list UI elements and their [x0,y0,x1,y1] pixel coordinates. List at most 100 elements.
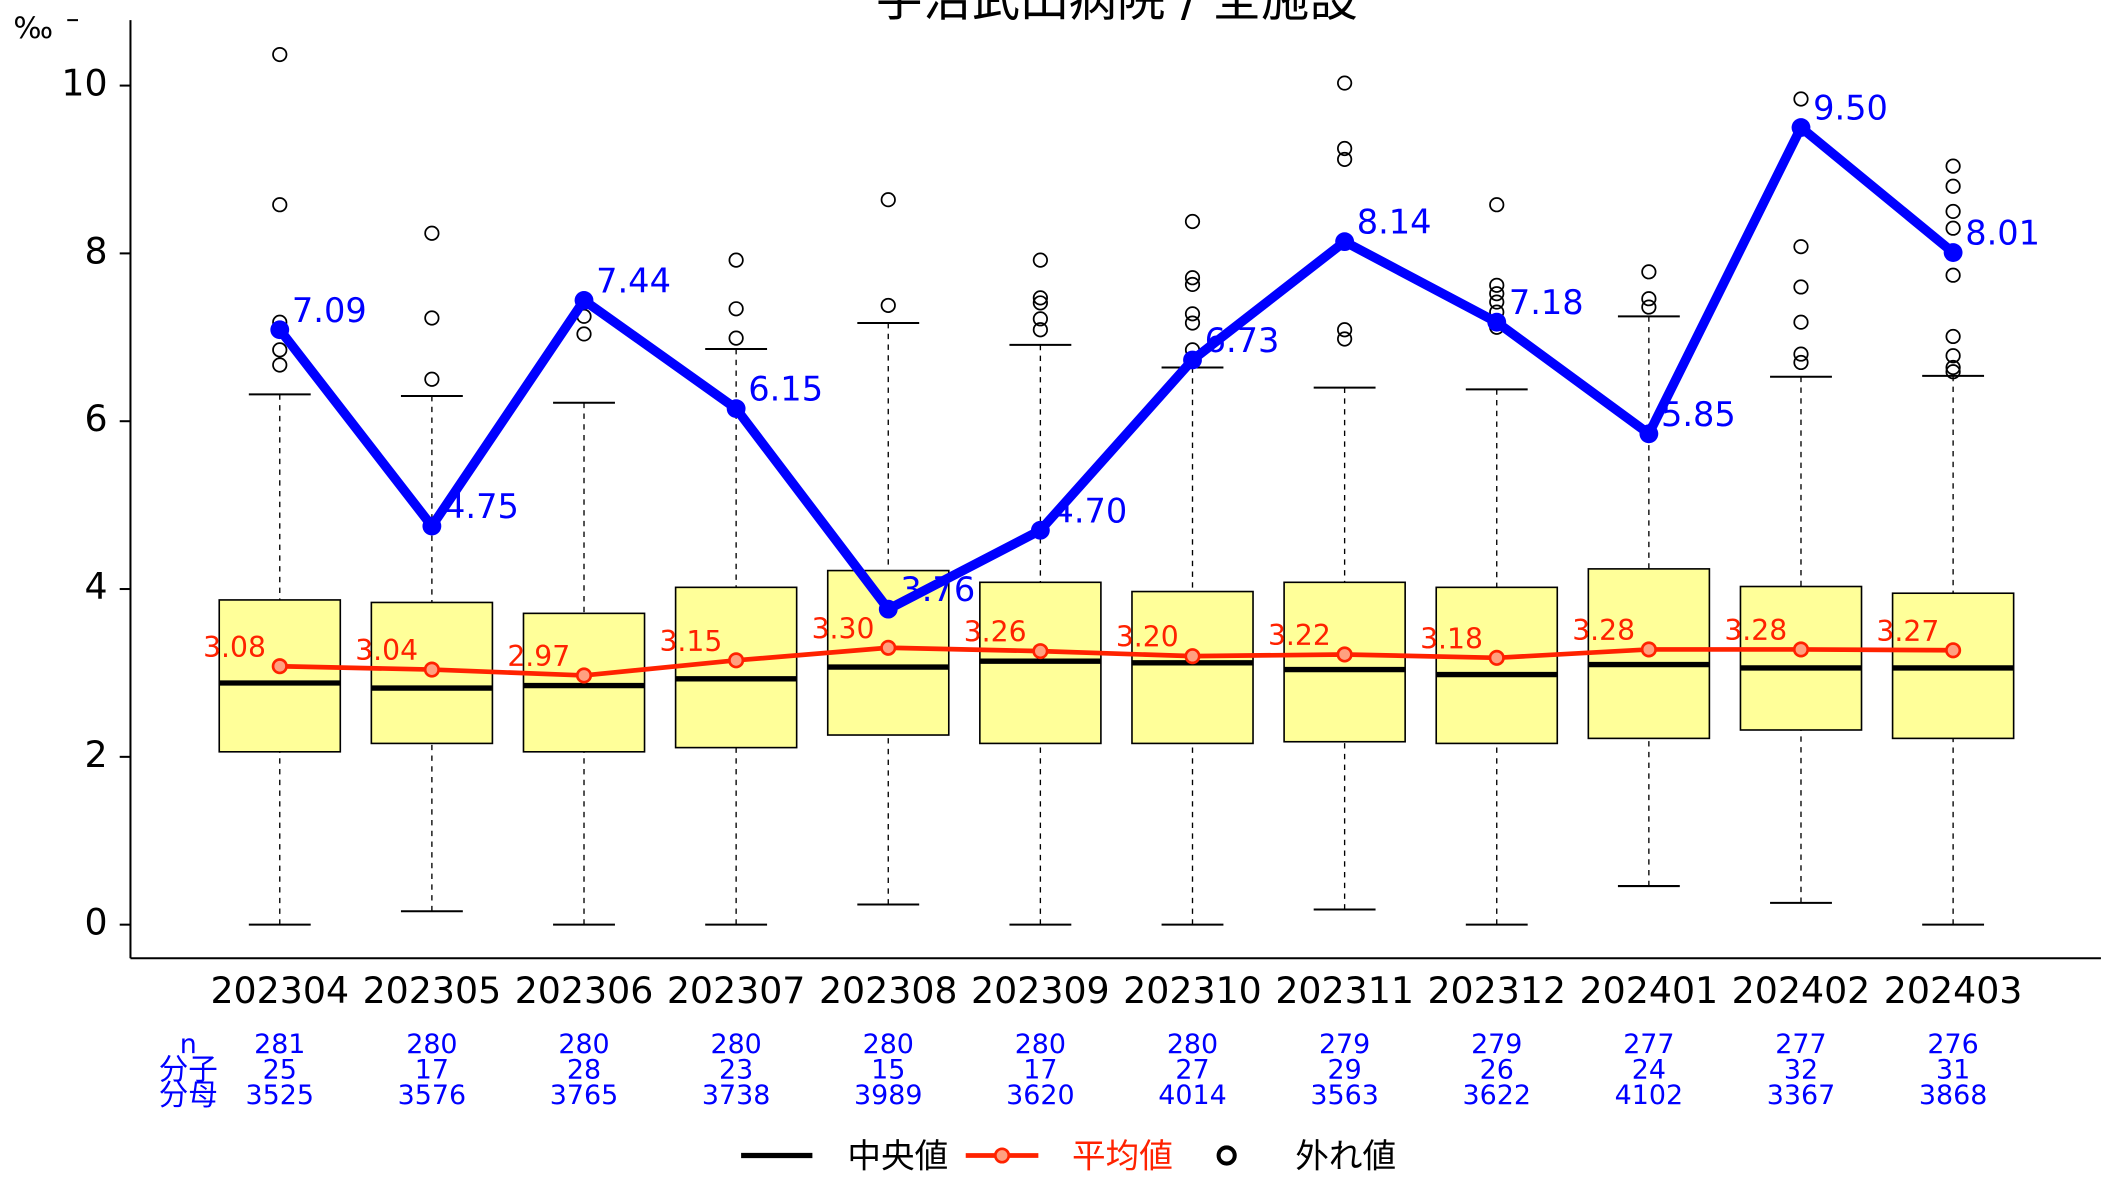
outlier [1945,178,1961,194]
outlier [1793,314,1809,330]
y-tick-label: 4 [84,565,107,608]
data-label: 8.14 [1357,203,1432,242]
outlier [1945,348,1961,364]
table-cell: 25 [263,1054,297,1085]
data-label: 2.97 [507,640,570,673]
table-cell: 3765 [550,1080,618,1111]
outlier [1793,91,1809,107]
outlier [1337,331,1353,347]
table-cell: 3563 [1310,1080,1378,1111]
data-label: 3.18 [1420,622,1483,655]
outlier [1793,354,1809,371]
outlier [1489,286,1505,302]
table-cell: 276 [1927,1029,1978,1060]
line-point [1184,648,1201,665]
outlier [1032,252,1048,268]
outlier [728,301,744,317]
data-label: 3.08 [203,631,266,664]
table-cell: 4102 [1615,1080,1683,1111]
line-point [574,290,594,310]
box [218,599,342,753]
data-label: 3.76 [900,570,975,609]
legend-label: 中央値 [847,1137,948,1176]
table-cell: 17 [1023,1054,1057,1085]
outlier [1945,359,1961,376]
x-tick-label: 202311 [1275,969,1414,1012]
y-tick-label: 6 [84,397,107,440]
x-tick-label: 202401 [1580,969,1719,1012]
outlier [1032,311,1048,327]
table-cell: 32 [1784,1054,1818,1085]
table-cell: 3738 [702,1080,770,1111]
legend-mean-swatch [993,1147,1011,1164]
table-cell: 3576 [398,1080,466,1111]
line-point [880,639,897,656]
table-cell: 15 [871,1054,905,1085]
outlier [1489,277,1505,293]
data-label: 8.01 [1965,214,2040,253]
data-label: 4.70 [1052,491,1127,530]
y-axis-label: ‰ [13,11,53,45]
table-cell: 26 [1480,1054,1514,1085]
table-cell: 17 [415,1054,449,1085]
table-cell: 3620 [1006,1080,1074,1111]
legend-outlier-swatch [1216,1145,1237,1166]
x-tick-label: 202305 [363,969,502,1012]
outlier [1184,270,1201,286]
line-point [1791,118,1811,137]
outlier [880,192,896,208]
data-label: 5.85 [1661,395,1736,434]
table-cell: 280 [558,1029,609,1060]
data-label: 6.15 [748,370,823,409]
outlier [1945,364,1961,380]
table-cell: 23 [719,1054,753,1085]
x-tick-label: 202304 [210,969,349,1012]
table-cell: 279 [1319,1029,1370,1060]
outlier [1641,299,1657,315]
outlier [1793,279,1809,295]
line-point [728,652,745,669]
outlier [424,225,440,241]
table-cell: 279 [1471,1029,1522,1060]
table-row-label: 分子 [159,1052,218,1086]
table-cell: 280 [1167,1029,1218,1060]
data-label: 7.18 [1509,283,1584,322]
outlier [1945,220,1961,236]
outlier [272,46,288,63]
table-cell: 277 [1775,1029,1826,1060]
data-label: 9.50 [1813,89,1888,128]
outlier [1793,346,1809,362]
table-cell: 4014 [1158,1080,1226,1111]
data-label: 3.27 [1876,615,1939,648]
outlier [1641,264,1657,280]
outlier [1945,203,1961,220]
line-point [422,516,442,536]
table-cell: 31 [1936,1054,1970,1085]
data-label: 3.15 [659,625,722,658]
x-tick-label: 202310 [1123,969,1262,1012]
outlier [272,197,288,213]
x-tick-label: 202308 [819,969,958,1012]
table-cell: 280 [406,1029,457,1060]
line-point [1030,520,1050,540]
x-tick-label: 202309 [971,969,1110,1012]
line-point [1640,641,1657,658]
line-point [270,320,290,340]
table-cell: 29 [1328,1054,1362,1085]
outlier [880,297,896,313]
table-cell: 281 [254,1029,305,1060]
outlier [728,330,744,346]
data-label: 4.75 [444,487,519,526]
table-cell: 3622 [1463,1080,1531,1111]
table-cell: 27 [1175,1054,1209,1085]
outlier [424,310,440,326]
line-point [1335,232,1355,252]
outlier [1032,295,1048,311]
outlier [1945,328,1961,345]
table-cell: 3868 [1919,1080,1987,1111]
y-tick-label: 10 [61,62,107,105]
outlier [1337,151,1353,168]
y-tick-label: 8 [84,229,107,272]
line-series [276,120,1957,616]
y-tick-label: 0 [84,901,107,944]
